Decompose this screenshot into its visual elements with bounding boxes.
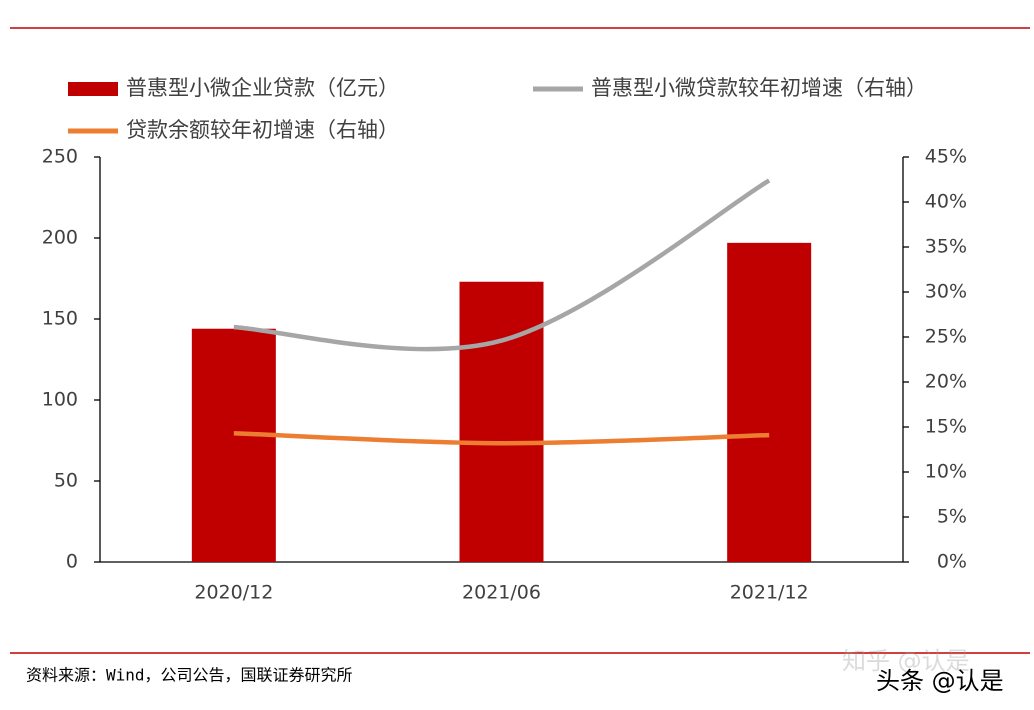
y-tick-label: 250: [42, 146, 78, 168]
legend-label: 贷款余额较年初增速（右轴）: [126, 118, 399, 142]
bar: [459, 281, 544, 562]
y-tick-label: 150: [42, 308, 78, 330]
legend-label: 普惠型小微贷款较年初增速（右轴）: [591, 76, 927, 100]
source-note: 资料来源：Wind，公司公告，国联证券研究所: [26, 666, 353, 685]
y2-tick-label: 10%: [925, 461, 967, 483]
x-tick-label: 2020/12: [194, 582, 273, 604]
line: [233, 431, 770, 446]
y2-tick-label: 30%: [925, 281, 967, 303]
y-tick-label: 200: [42, 227, 78, 249]
y2-tick-label: 15%: [925, 416, 967, 438]
x-tick-label: 2021/06: [462, 582, 541, 604]
y2-tick-label: 40%: [925, 191, 967, 213]
y2-tick-label: 35%: [925, 236, 967, 258]
y2-tick-label: 20%: [925, 371, 967, 393]
watermark: 头条 @认是: [876, 667, 1004, 695]
y2-tick-label: 45%: [925, 146, 967, 168]
watermark: 知乎 @认是: [842, 647, 970, 675]
y2-tick-label: 0%: [937, 551, 967, 573]
bar: [727, 242, 812, 563]
x-tick-label: 2021/12: [730, 582, 809, 604]
y-tick-label: 0: [66, 551, 78, 573]
y2-tick-label: 5%: [937, 506, 967, 528]
y2-tick-label: 25%: [925, 326, 967, 348]
line: [233, 178, 771, 352]
legend-swatch: [68, 82, 118, 96]
y-tick-label: 100: [42, 389, 78, 411]
legend-label: 普惠型小微企业贷款（亿元）: [126, 76, 399, 100]
y-tick-label: 50: [54, 470, 78, 492]
bar: [191, 328, 276, 562]
